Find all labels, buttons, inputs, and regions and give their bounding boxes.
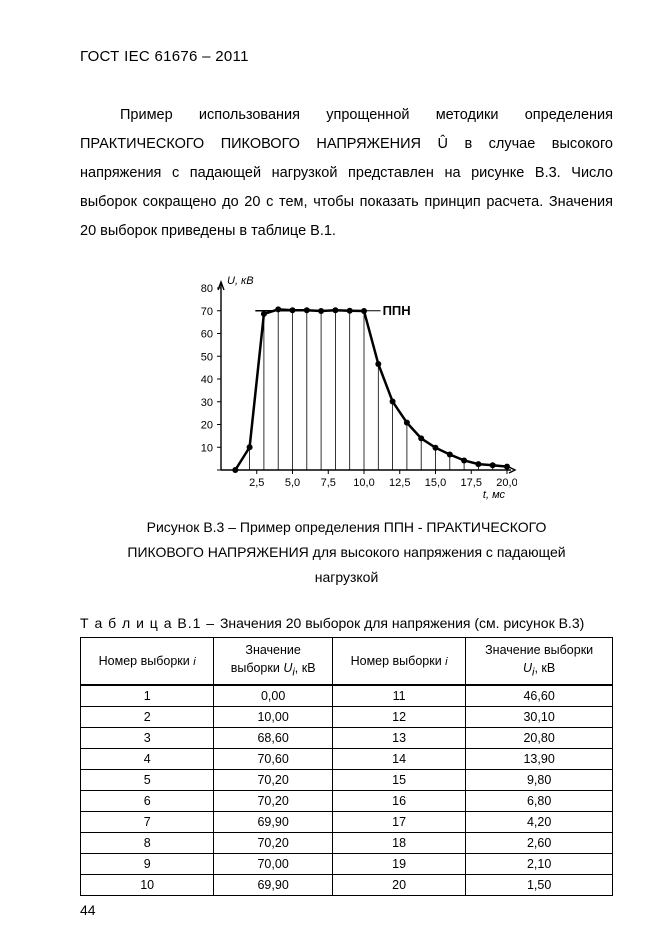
table-caption: Т а б л и ц а В.1 – Значения 20 выборок … — [80, 615, 613, 631]
table-cell: 2,60 — [466, 833, 613, 854]
table-row: 870,20182,60 — [81, 833, 613, 854]
table-cell: 13,90 — [466, 749, 613, 770]
body-paragraph: Пример использования упрощенной методики… — [80, 101, 613, 246]
table-cell: 10 — [81, 875, 214, 896]
table-cell: 1,50 — [466, 875, 613, 896]
svg-text:17,5: 17,5 — [460, 477, 481, 489]
svg-text:U, кВ: U, кВ — [227, 275, 254, 287]
figure-b3: 10 20 30 40 50 60 70 80 2,5 5,0 7,5 10,0 12,5 15,0 17,… — [80, 270, 613, 505]
svg-text:70: 70 — [200, 306, 212, 318]
col4-header: Значение выборки Ui, кВ — [466, 637, 613, 685]
table-row: 769,90174,20 — [81, 812, 613, 833]
svg-text:10: 10 — [200, 442, 212, 454]
svg-text:20: 20 — [200, 420, 212, 432]
table-cell: 20,80 — [466, 728, 613, 749]
table-cell: 7 — [81, 812, 214, 833]
svg-text:2,5: 2,5 — [249, 477, 264, 489]
table-body: 10,001146,60210,001230,10368,601320,8047… — [81, 685, 613, 896]
table-cell: 9,80 — [466, 770, 613, 791]
doc-header: ГОСТ IEC 61676 – 2011 — [80, 48, 613, 65]
table-caption-rest: Значения 20 выборок для напряжения (см. … — [220, 615, 584, 631]
table-row: 470,601413,90 — [81, 749, 613, 770]
table-head: Номер выборки i Значение выборки Ui, кВ … — [81, 637, 613, 685]
table-row: 210,001230,10 — [81, 707, 613, 728]
table-cell: 70,20 — [214, 791, 333, 812]
col2-h1: Значение — [245, 643, 300, 657]
col3-header-text: Номер выборки — [351, 654, 446, 668]
table-cell: 12 — [332, 707, 465, 728]
table-cell: 70,60 — [214, 749, 333, 770]
col3-header: Номер выборки i — [332, 637, 465, 685]
svg-text:t, мс: t, мс — [482, 489, 505, 500]
table-cell: 1 — [81, 685, 214, 707]
table-row: 570,20159,80 — [81, 770, 613, 791]
table-cell: 69,90 — [214, 875, 333, 896]
table-cell: 19 — [332, 854, 465, 875]
table-cell: 16 — [332, 791, 465, 812]
table-cell: 14 — [332, 749, 465, 770]
svg-text:50: 50 — [200, 351, 212, 363]
page-root: ГОСТ IEC 61676 – 2011 Пример использован… — [0, 0, 661, 936]
col2-h2: выборки — [231, 661, 284, 675]
col4-h1: Значение выборки — [485, 643, 593, 657]
table-cell: 13 — [332, 728, 465, 749]
figure-caption: Рисунок В.3 – Пример определения ППН - П… — [108, 515, 585, 591]
svg-text:40: 40 — [200, 374, 212, 386]
table-cell: 6,80 — [466, 791, 613, 812]
table-cell: 15 — [332, 770, 465, 791]
table-cell: 8 — [81, 833, 214, 854]
page-number: 44 — [80, 902, 96, 918]
table-caption-prefix: Т а б л и ц а В.1 – — [80, 615, 220, 631]
svg-text:80: 80 — [200, 283, 212, 295]
table-cell: 46,60 — [466, 685, 613, 707]
table-row: 670,20166,80 — [81, 791, 613, 812]
table-cell: 4,20 — [466, 812, 613, 833]
table-cell: 70,00 — [214, 854, 333, 875]
col1-header: Номер выборки i — [81, 637, 214, 685]
table-cell: 30,10 — [466, 707, 613, 728]
table-cell: 20 — [332, 875, 465, 896]
col1-header-i: i — [193, 656, 195, 668]
svg-text:20,0: 20,0 — [496, 477, 517, 489]
svg-text:7,5: 7,5 — [320, 477, 335, 489]
table-row: 970,00192,10 — [81, 854, 613, 875]
chart-svg: 10 20 30 40 50 60 70 80 2,5 5,0 7,5 10,0 12,5 15,0 17,… — [177, 270, 517, 500]
svg-text:5,0: 5,0 — [284, 477, 299, 489]
svg-text:15,0: 15,0 — [424, 477, 445, 489]
table-cell: 10,00 — [214, 707, 333, 728]
col2-h3: , кВ — [295, 661, 316, 675]
col1-header-text: Номер выборки — [99, 654, 194, 668]
table-row: 1069,90201,50 — [81, 875, 613, 896]
col4-U: U — [523, 661, 532, 675]
table-cell: 69,90 — [214, 812, 333, 833]
col2-U: U — [283, 661, 292, 675]
table-cell: 70,20 — [214, 770, 333, 791]
table-cell: 18 — [332, 833, 465, 854]
table-b1: Номер выборки i Значение выборки Ui, кВ … — [80, 637, 613, 897]
table-cell: 2 — [81, 707, 214, 728]
col3-header-i: i — [445, 656, 447, 668]
svg-text:60: 60 — [200, 329, 212, 341]
table-cell: 3 — [81, 728, 214, 749]
svg-text:12,5: 12,5 — [389, 477, 410, 489]
svg-text:ППН: ППН — [382, 303, 410, 318]
table-row: 10,001146,60 — [81, 685, 613, 707]
table-cell: 68,60 — [214, 728, 333, 749]
table-row: 368,601320,80 — [81, 728, 613, 749]
table-cell: 11 — [332, 685, 465, 707]
table-cell: 17 — [332, 812, 465, 833]
table-cell: 0,00 — [214, 685, 333, 707]
col2-header: Значение выборки Ui, кВ — [214, 637, 333, 685]
table-cell: 5 — [81, 770, 214, 791]
table-cell: 70,20 — [214, 833, 333, 854]
table-cell: 4 — [81, 749, 214, 770]
svg-text:30: 30 — [200, 397, 212, 409]
table-cell: 9 — [81, 854, 214, 875]
col4-h3: , кВ — [534, 661, 555, 675]
table-cell: 2,10 — [466, 854, 613, 875]
svg-text:10,0: 10,0 — [353, 477, 374, 489]
table-cell: 6 — [81, 791, 214, 812]
